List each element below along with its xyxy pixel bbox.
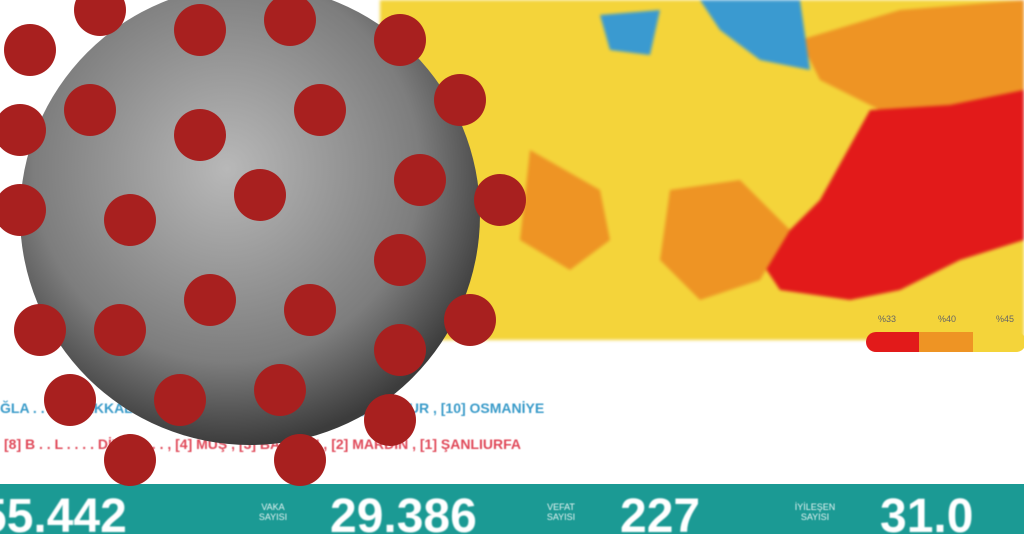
map-legend [866,332,1024,352]
spike-protein [154,374,206,426]
stat-label: İYİLEŞEN SAYISI [794,502,836,522]
spike-protein [94,304,146,356]
stat-label: VEFAT SAYISI [546,502,576,522]
spike-protein [474,174,526,226]
stats-bar [0,484,1024,534]
spike-protein [394,154,446,206]
spike-protein [234,169,286,221]
spike-protein [0,104,46,156]
spike-protein [0,184,46,236]
spike-protein [174,4,226,56]
spike-protein [364,394,416,446]
spike-protein [274,434,326,486]
spike-protein [294,84,346,136]
spike-protein [14,304,66,356]
stat-value: 31.0 [880,490,974,543]
stat-value: 55.442 [0,490,127,543]
spike-protein [284,284,336,336]
spike-protein [64,84,116,136]
spike-protein [74,0,126,36]
spike-protein [264,0,316,46]
stat-label: VAKA SAYISI [258,502,288,522]
legend-label: %40 [938,314,957,324]
spike-protein [44,374,96,426]
spike-protein [374,14,426,66]
stat-value: 29.386 [330,490,477,543]
spike-protein [374,324,426,376]
spike-protein [104,194,156,246]
spike-protein [184,274,236,326]
spike-protein [444,294,496,346]
spike-protein [174,109,226,161]
coronavirus-image [0,0,526,486]
spike-protein [104,434,156,486]
spike-protein [374,234,426,286]
spike-protein [434,74,486,126]
legend-label: %33 [878,314,897,324]
legend-label: %45 [996,314,1015,324]
spike-protein [254,364,306,416]
stat-value: 227 [620,490,701,543]
spike-protein [4,24,56,76]
